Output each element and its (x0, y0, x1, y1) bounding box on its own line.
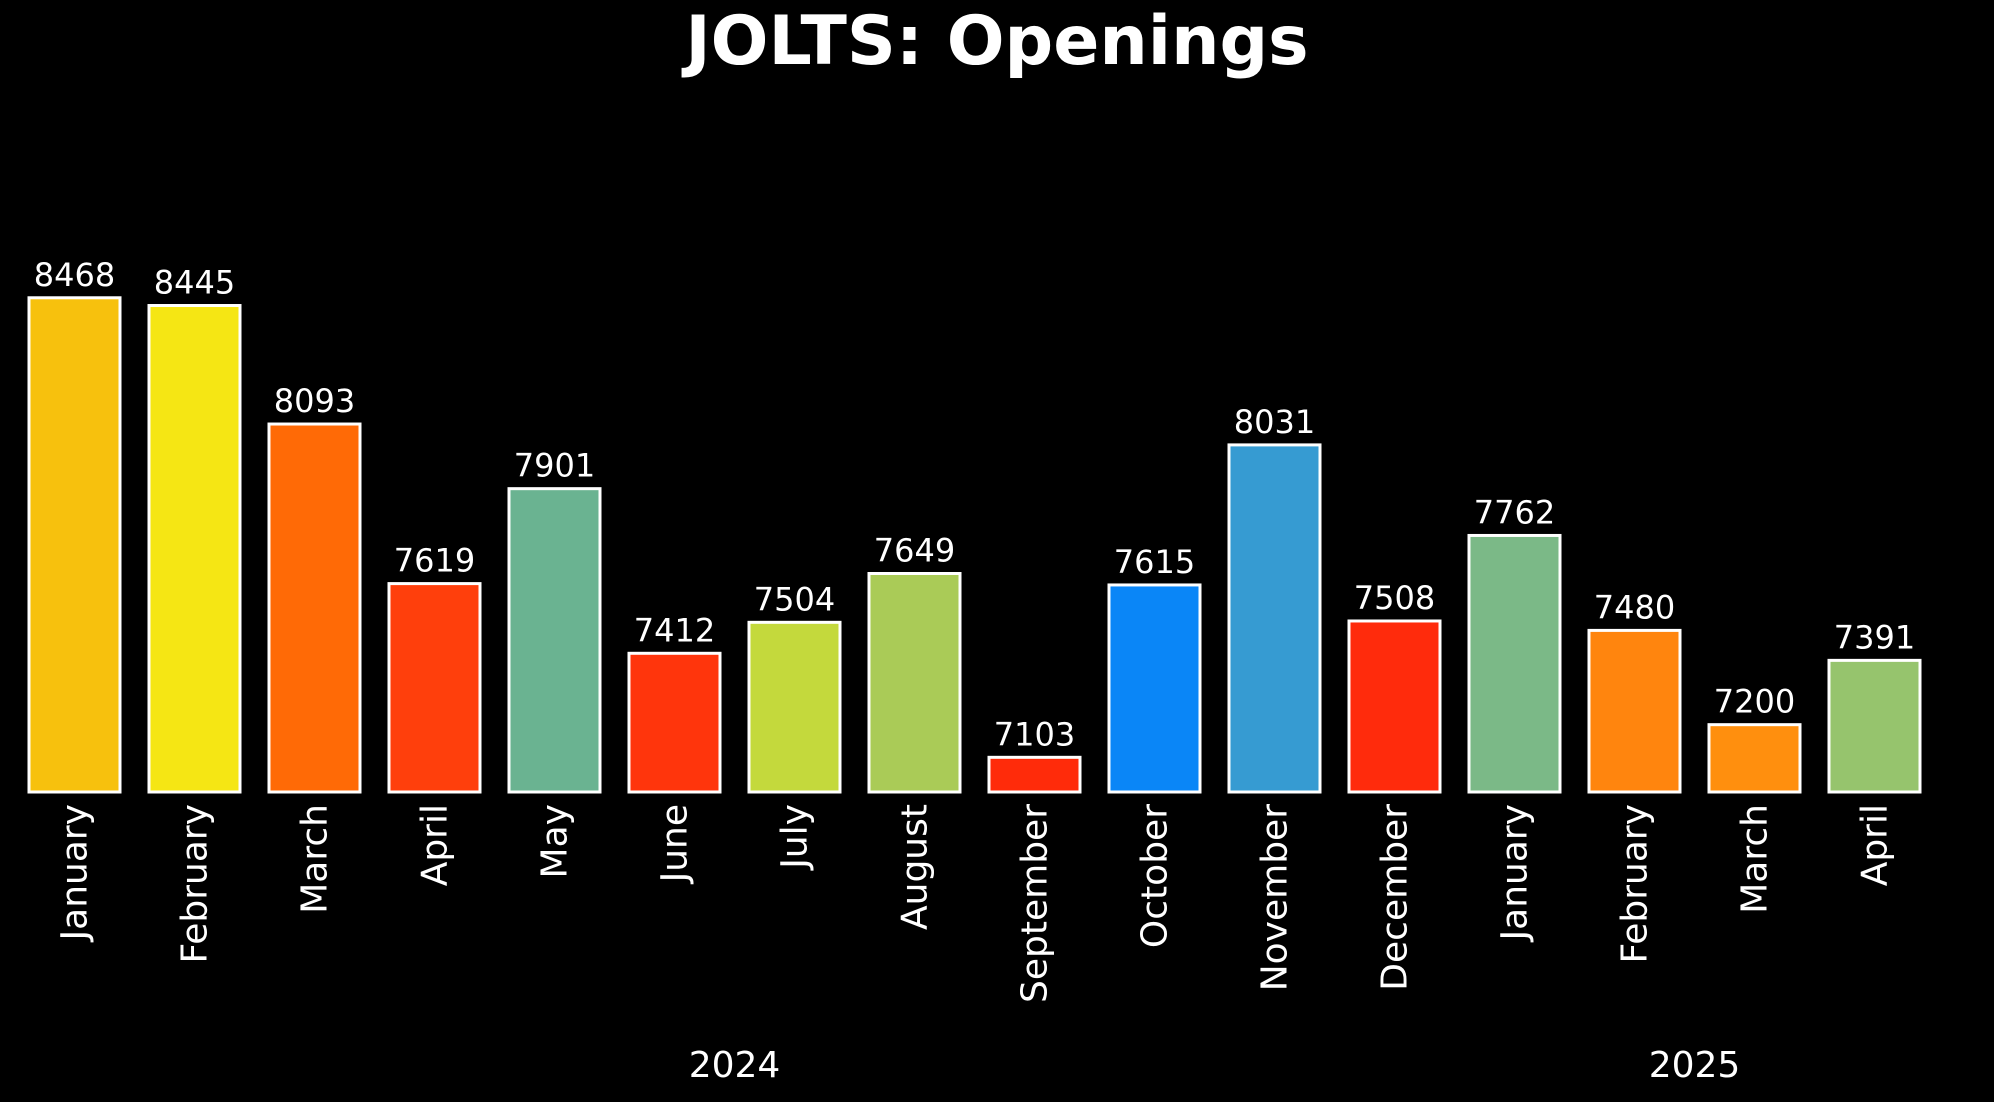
value-label-3: 8093 (274, 382, 355, 420)
value-label-8: 7649 (874, 532, 955, 570)
value-label-1: 8468 (34, 256, 115, 294)
bar-13 (1467, 533, 1562, 794)
bar-1 (27, 296, 122, 794)
year-labels-layer: 2024 2025 (689, 1045, 1741, 1086)
year-label-2024: 2024 (689, 1045, 781, 1086)
month-labels-layer: January February March April May June July Augu… (55, 804, 1896, 1003)
category-label-9: September (1015, 804, 1056, 1003)
bar-10 (1107, 583, 1202, 794)
category-label-12: December (1375, 804, 1416, 991)
category-label-6: June (655, 804, 696, 884)
category-label-2: February (175, 804, 216, 964)
bar-2 (147, 304, 242, 794)
value-label-7: 7504 (754, 580, 835, 618)
category-label-10: October (1135, 804, 1176, 948)
value-label-2: 8445 (154, 264, 235, 302)
category-label-4: April (415, 804, 456, 886)
bar-4 (387, 582, 482, 794)
value-label-14: 7480 (1594, 588, 1675, 626)
value-label-12: 7508 (1354, 579, 1435, 617)
bar-12 (1347, 619, 1442, 794)
bar-7 (747, 620, 842, 794)
value-label-16: 7391 (1834, 618, 1915, 656)
category-label-13: January (1495, 804, 1536, 942)
value-label-6: 7412 (634, 611, 715, 649)
bar-3 (267, 422, 362, 794)
bar-9 (987, 755, 1082, 794)
category-label-3: March (295, 804, 336, 914)
category-label-7: July (775, 804, 816, 871)
bar-6 (627, 651, 722, 794)
bar-8 (867, 572, 962, 794)
bar-5 (507, 487, 602, 794)
chart-title: JOLTS: Openings (685, 2, 1309, 81)
bar-11 (1227, 443, 1322, 794)
value-label-4: 7619 (394, 542, 475, 580)
bar-15 (1707, 723, 1802, 794)
category-label-14: February (1615, 804, 1656, 964)
value-label-10: 7615 (1114, 543, 1195, 581)
category-label-8: August (895, 804, 936, 930)
bars-layer (27, 296, 1922, 794)
category-label-11: November (1255, 804, 1296, 991)
value-label-5: 7901 (514, 447, 595, 485)
category-label-1: January (55, 804, 96, 942)
value-label-15: 7200 (1714, 683, 1795, 721)
value-label-9: 7103 (994, 715, 1075, 753)
value-labels-layer: 8468 8445 8093 7619 7901 7412 7504 7649 7103 7615… (34, 256, 1915, 754)
bar-16 (1827, 658, 1922, 794)
category-label-16: April (1855, 804, 1896, 886)
value-label-11: 8031 (1234, 403, 1315, 441)
category-label-15: March (1735, 804, 1776, 914)
category-label-5: May (535, 804, 576, 878)
bar-14 (1587, 628, 1682, 794)
year-label-2025: 2025 (1649, 1045, 1741, 1086)
value-label-13: 7762 (1474, 493, 1555, 531)
